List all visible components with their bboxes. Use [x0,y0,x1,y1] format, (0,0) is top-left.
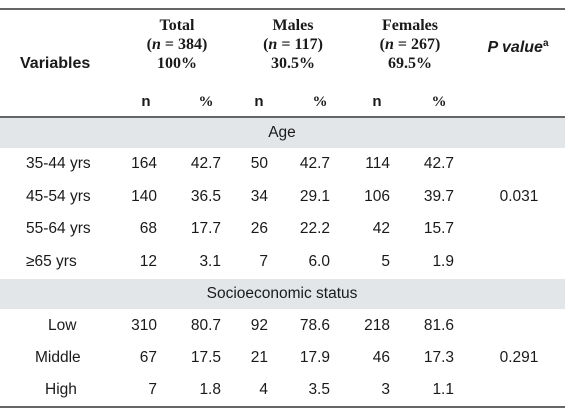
p-value-header: P valuea [487,38,549,56]
total-pct: 36.5 [190,188,221,205]
group-percent: 30.5% [270,55,315,72]
males-n: 92 [250,317,268,334]
row-label: High [45,381,77,398]
total-pct: 3.1 [199,253,221,270]
row-label: 45-54 yrs [26,188,91,205]
females-pct: 15.7 [423,220,454,237]
row-label: ≥65 yrs [26,253,77,270]
males-n: 26 [250,220,268,237]
section-title: Socioeconomic status [206,285,358,302]
females-n: 106 [364,188,390,205]
p-value: 0.031 [499,188,539,205]
variables-header: Variables [20,55,91,72]
section-band [0,118,565,148]
top-rule [0,8,565,10]
females-n: 3 [381,381,390,398]
group-percent: 69.5% [388,55,432,72]
section-title: Age [268,124,296,141]
total-n: 12 [139,253,157,270]
total-pct: 17.7 [190,220,221,237]
females-n: 218 [364,317,390,334]
group-name: Total [159,17,195,34]
total-n: 67 [139,349,157,366]
group-header-females: Females (n = 267) 69.5% [380,16,441,73]
row-label: 55-64 yrs [26,220,91,237]
males-pct: 3.5 [308,381,330,398]
group-percent: 100% [157,55,197,72]
sub-header-pct: % [431,94,447,110]
males-pct: 42.7 [299,155,330,172]
section-band [0,279,565,309]
total-n: 140 [131,188,157,205]
males-pct: 6.0 [308,253,330,270]
group-count: (n = 117) [263,36,323,53]
header-rule [0,116,565,118]
sub-header-n: n [254,93,264,110]
total-pct: 1.8 [199,381,221,398]
females-n: 5 [381,253,390,270]
females-pct: 17.3 [423,349,454,366]
sub-header-pct: % [312,94,328,110]
females-n: 42 [372,220,390,237]
males-n: 4 [259,381,268,398]
males-n: 50 [250,155,268,172]
males-pct: 78.6 [299,317,330,334]
group-header-males: Males (n = 117) 30.5% [263,16,323,73]
group-name: Males [272,17,314,34]
total-pct: 42.7 [190,155,221,172]
group-header-total: Total (n = 384) 100% [147,16,208,73]
females-pct: 42.7 [423,155,454,172]
males-n: 34 [250,188,268,205]
sub-header-n: n [372,93,382,110]
total-pct: 80.7 [190,317,221,334]
total-n: 7 [148,381,157,398]
bottom-rule [0,406,565,408]
group-count: (n = 267) [379,36,441,53]
group-name: Females [382,17,438,34]
total-n: 68 [139,220,157,237]
row-label: Low [48,317,77,334]
total-n: 310 [131,317,157,334]
females-pct: 81.6 [423,317,454,334]
females-n: 114 [365,155,390,172]
males-n: 21 [250,349,268,366]
females-pct: 1.9 [432,253,454,270]
total-pct: 17.5 [190,349,221,366]
males-pct: 22.2 [299,220,330,237]
females-pct: 1.1 [432,381,454,398]
sub-header-pct: % [198,94,214,110]
sub-header-n: n [141,93,151,110]
females-pct: 39.7 [423,188,454,205]
row-label: 35-44 yrs [26,155,91,172]
females-n: 46 [372,349,390,366]
total-n: 164 [131,155,157,172]
males-pct: 29.1 [299,188,330,205]
males-pct: 17.9 [299,349,330,366]
p-value: 0.291 [499,349,539,366]
males-n: 7 [259,253,268,270]
row-label: Middle [35,349,81,366]
group-count: (n = 384) [146,36,208,53]
